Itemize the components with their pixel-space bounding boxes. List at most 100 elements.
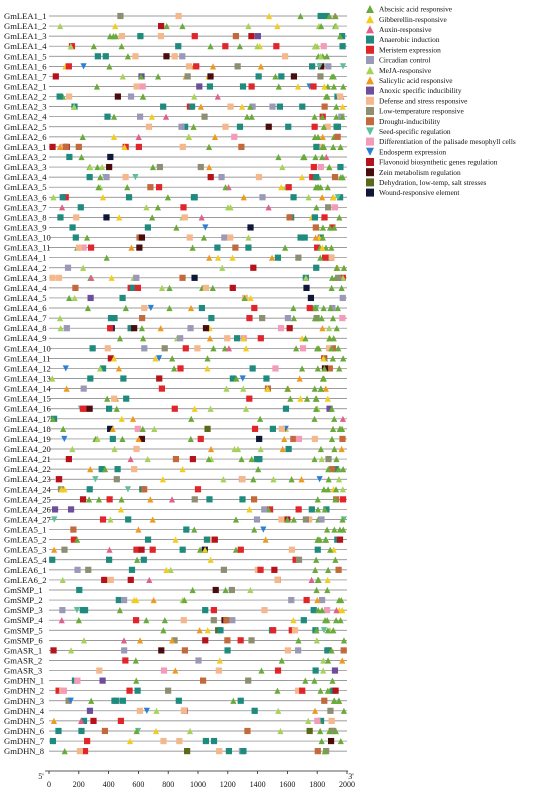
motif-aba xyxy=(325,476,332,483)
motif-ga xyxy=(246,506,253,513)
motif-aba xyxy=(317,254,324,261)
motif-aba xyxy=(85,496,93,503)
motif-aba xyxy=(139,93,146,100)
gene-label: GmLEA3_7 xyxy=(4,202,47,212)
gene-row: GmLEA4_8 xyxy=(4,323,347,333)
motif-mer xyxy=(303,596,310,604)
motif-mer xyxy=(310,83,317,90)
motif-aba xyxy=(328,647,335,654)
motif-meja xyxy=(71,103,78,110)
motif-ana xyxy=(255,73,262,80)
motif-endo xyxy=(67,697,74,704)
motif-aux xyxy=(198,214,205,221)
motif-zein xyxy=(212,586,219,594)
motif-cir xyxy=(249,103,256,110)
motif-mer xyxy=(306,304,313,312)
motif-ga xyxy=(324,395,331,402)
motif-dro xyxy=(290,435,297,443)
motif-ana xyxy=(239,496,246,503)
motif-mer xyxy=(257,566,264,573)
motif-aba xyxy=(247,103,254,110)
motif-ana xyxy=(301,234,308,241)
motif-mer xyxy=(158,385,166,392)
motif-aba xyxy=(189,244,196,251)
gene-label: GmLEA1_4 xyxy=(4,41,47,51)
motif-cir xyxy=(141,345,148,352)
motif-mer xyxy=(194,486,202,493)
motif-meja xyxy=(144,455,151,463)
motif-aba xyxy=(74,536,81,543)
motif-meja xyxy=(339,274,347,281)
motif-aba xyxy=(333,264,340,271)
motif-wound xyxy=(256,435,263,443)
motif-endo xyxy=(155,355,163,362)
legend-swatch-seed xyxy=(366,127,374,136)
motif-dro xyxy=(141,486,148,493)
motif-aba xyxy=(312,395,319,402)
gene-label: GmLEA4_24 xyxy=(4,484,51,494)
motif-cir xyxy=(120,596,128,604)
motif-aba xyxy=(332,556,339,563)
motif-zein xyxy=(114,93,121,100)
motif-meja xyxy=(59,576,66,584)
motif-meja xyxy=(57,325,64,332)
motif-aux xyxy=(308,576,315,584)
motif-aba xyxy=(60,425,67,432)
motif-mer xyxy=(126,687,133,694)
gene-label: GmSMP_2 xyxy=(4,595,43,605)
legend-label: Circadian control xyxy=(379,56,431,65)
motif-aba xyxy=(312,184,319,191)
motif-def xyxy=(324,123,331,130)
motif-flav xyxy=(158,22,165,30)
motif-pal xyxy=(314,717,321,724)
motif-def xyxy=(175,12,182,20)
motif-ga xyxy=(319,244,326,251)
gene-label: GmLEA3_6 xyxy=(4,192,47,202)
gene-row: GmLEA6_2 xyxy=(4,575,347,585)
motif-seed xyxy=(316,63,323,70)
motif-aba xyxy=(189,586,196,594)
motif-aba xyxy=(230,697,237,704)
motif-zein xyxy=(327,737,335,745)
motif-aba xyxy=(313,204,320,211)
motif-zein xyxy=(207,73,214,80)
axis-tick-label: 1200 xyxy=(220,780,236,789)
motif-ga xyxy=(214,254,222,261)
motif-meja xyxy=(143,204,150,211)
gene-row: GmDHN_2 xyxy=(4,686,347,696)
motif-def xyxy=(328,717,335,724)
motif-ana xyxy=(337,163,344,171)
motif-aba xyxy=(97,174,104,181)
motif-anox xyxy=(326,405,333,412)
motif-meja xyxy=(339,486,346,493)
motif-def xyxy=(311,435,318,443)
motif-def xyxy=(171,53,178,60)
gene-label: GmLEA4_7 xyxy=(4,313,47,323)
motif-aba xyxy=(332,617,340,624)
motif-aba xyxy=(84,304,92,312)
motif-ana xyxy=(144,536,152,543)
gene-label: GmLEA4_4 xyxy=(4,283,47,293)
motif-aba xyxy=(332,486,340,493)
motif-ana xyxy=(102,53,109,60)
legend-item: Seed-specific regulation xyxy=(366,127,451,136)
motif-cir xyxy=(64,264,72,271)
motif-sa xyxy=(135,435,142,443)
motif-endo xyxy=(62,365,69,372)
motif-zein xyxy=(86,405,93,412)
motif-dro xyxy=(224,637,231,644)
motif-mer xyxy=(132,617,140,624)
motif-aba xyxy=(331,415,338,422)
motif-sa xyxy=(135,526,142,533)
legend-swatch-endo xyxy=(366,147,374,156)
motif-pal xyxy=(160,667,168,674)
motif-meja xyxy=(313,637,320,644)
motif-ana xyxy=(206,83,214,90)
motif-meja xyxy=(186,727,194,735)
motif-mer xyxy=(134,284,142,291)
motif-sa xyxy=(50,717,58,724)
motif-aux xyxy=(88,274,95,281)
motif-wound xyxy=(107,153,114,161)
motif-sa xyxy=(322,385,329,392)
motif-ana xyxy=(127,325,134,332)
